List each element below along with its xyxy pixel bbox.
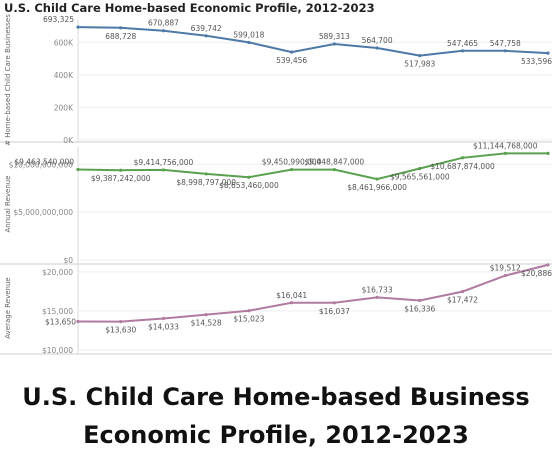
data-point: [161, 316, 166, 321]
annual-revenue-panel: $0 $5,000,000,000 $10,000,000,000 Annual Re…: [0, 141, 552, 265]
data-point: [76, 319, 80, 324]
y-tick-label: $10,000: [42, 346, 73, 355]
data-point: [204, 172, 208, 176]
data-point: [290, 167, 294, 172]
y-tick-label: $20,000: [42, 268, 73, 277]
data-point: [332, 42, 336, 46]
y-axis-label: Annual Revenue: [4, 175, 12, 232]
data-label: $17,472: [447, 296, 478, 305]
data-label: $13,650: [45, 317, 76, 326]
data-point: [247, 175, 251, 179]
data-point: [119, 320, 123, 324]
y-tick-label: $5,000,000,000: [13, 208, 73, 217]
data-point: [76, 25, 80, 29]
data-label: $13,630: [105, 326, 136, 335]
data-point: [204, 312, 208, 317]
caption-line-1: U.S. Child Care Home-based Business: [22, 383, 530, 411]
data-label: $10,687,874,000: [430, 162, 495, 171]
y-tick-label: 400K: [54, 71, 74, 80]
data-label: $8,461,966,000: [347, 183, 407, 192]
data-label: $15,023: [233, 315, 264, 324]
y-axis-label: # Home-based Child Care Businesses: [4, 14, 12, 146]
caption-line-2: Economic Profile, 2012-2023: [83, 421, 469, 449]
data-label: $9,414,756,000: [134, 158, 194, 167]
y-tick-label: $0: [63, 256, 73, 265]
data-label: $14,528: [191, 319, 222, 328]
data-point: [546, 51, 550, 55]
caption: U.S. Child Care Home-based Business Econ…: [0, 378, 552, 454]
data-point: [332, 301, 336, 305]
data-label: $9,448,847,000: [305, 158, 365, 167]
data-label: $9,463,540,000: [14, 157, 74, 166]
chart-title: U.S. Child Care Home-based Economic Prof…: [4, 1, 375, 15]
data-point: [204, 34, 208, 38]
data-label: $11,144,768,000: [473, 141, 538, 150]
data-point: [290, 301, 294, 305]
data-label: 599,018: [233, 30, 264, 39]
data-point: [375, 177, 379, 181]
chart-area: 0K 200K 400K 600K # Home-based Child Care Bu…: [0, 14, 552, 355]
data-label: $8,653,460,000: [219, 181, 279, 190]
data-point: [375, 295, 379, 299]
data-point: [247, 40, 251, 45]
data-point: [290, 50, 294, 54]
y-tick-label: 0K: [63, 136, 74, 145]
data-label: $9,565,561,000: [390, 173, 450, 182]
data-label: $16,733: [362, 285, 393, 294]
data-point: [161, 168, 166, 172]
data-label: 639,742: [191, 24, 222, 33]
data-point: [503, 274, 507, 278]
data-point: [546, 151, 550, 155]
data-label: 589,313: [319, 32, 350, 41]
data-label: $9,387,242,000: [91, 174, 151, 183]
data-point: [460, 49, 465, 53]
data-label: 564,700: [362, 36, 393, 45]
data-point: [375, 46, 379, 50]
y-tick-label: $10,000,000,000: [9, 160, 74, 169]
data-point: [546, 263, 550, 267]
data-point: [418, 166, 422, 171]
y-tick-label: 600K: [54, 38, 74, 47]
data-label: $16,037: [319, 307, 350, 316]
data-label: 693,325: [43, 15, 74, 24]
data-label: 670,887: [148, 19, 179, 28]
data-label: $8,998,797,000: [176, 178, 236, 187]
data-point: [418, 54, 422, 58]
series-line: [77, 263, 549, 323]
data-label: 533,596: [521, 57, 552, 66]
y-tick-label: 200K: [54, 103, 74, 112]
data-point: [503, 49, 507, 53]
data-label: $14,033: [148, 322, 179, 331]
data-label: 539,456: [276, 56, 307, 65]
y-tick-label: $15,000: [42, 307, 73, 316]
data-label: 688,728: [105, 32, 136, 41]
data-point: [161, 29, 166, 33]
series-line: [77, 152, 548, 181]
y-axis-label: Average Revenue: [4, 277, 12, 338]
data-label: $20,886: [521, 269, 552, 278]
data-label: $16,336: [404, 304, 435, 313]
data-point: [76, 167, 80, 172]
data-point: [119, 168, 123, 172]
data-point: [247, 309, 251, 313]
data-point: [503, 151, 507, 155]
average-revenue-panel: $10,000 $15,000 $20,000 Average Revenue $13,…: [0, 263, 552, 355]
data-point: [119, 26, 123, 30]
data-label: $16,041: [276, 291, 307, 300]
businesses-panel: 0K 200K 400K 600K # Home-based Child Care Bu…: [0, 14, 552, 146]
data-point: [460, 289, 465, 294]
data-label: 517,983: [404, 60, 435, 69]
data-point: [332, 168, 336, 172]
data-label: 547,758: [490, 39, 521, 48]
data-point: [460, 156, 465, 160]
data-label: $9,450,990,000: [262, 158, 322, 167]
data-point: [418, 298, 422, 303]
data-label: $19,512: [490, 264, 521, 273]
data-label: 547,465: [447, 39, 478, 48]
series-line: [77, 26, 549, 57]
